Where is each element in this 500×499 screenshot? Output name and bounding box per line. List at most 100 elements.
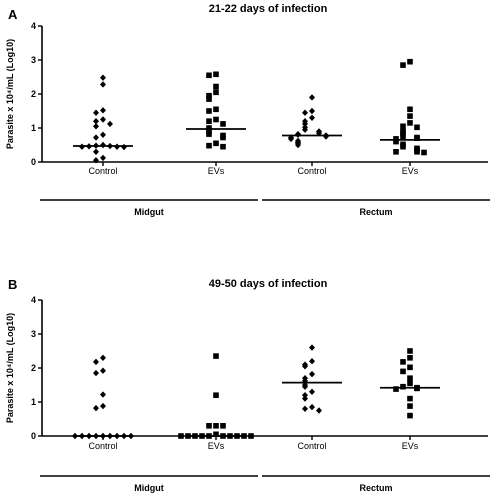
data-point-diamond (309, 403, 315, 411)
data-point-square (407, 120, 413, 126)
data-point-square (206, 72, 212, 79)
data-point-diamond (309, 344, 315, 351)
data-point-diamond (100, 402, 106, 410)
data-point-diamond (93, 404, 99, 412)
data-point-diamond (100, 107, 106, 114)
x-tick-label: EVs (402, 166, 419, 176)
data-point-diamond (93, 369, 99, 377)
data-point-diamond (288, 135, 294, 143)
chart-panel-b: B 49-50 days of infection Parasite x 10⁴/m… (5, 277, 490, 493)
data-point-square (206, 118, 212, 124)
data-point-diamond (323, 133, 329, 140)
data-point-diamond (93, 134, 99, 141)
data-point-diamond (100, 391, 106, 398)
y-tick-label: 0 (31, 157, 36, 167)
data-point-diamond (302, 392, 308, 399)
data-point-diamond (93, 123, 99, 130)
x-tick-label: EVs (402, 441, 419, 451)
data-point-square (407, 348, 413, 354)
panel-letter: B (8, 277, 17, 292)
data-point-diamond (93, 148, 99, 155)
data-point-diamond (100, 74, 106, 81)
x-tick-label: EVs (208, 441, 225, 451)
data-point-square (421, 149, 427, 156)
data-point-diamond (121, 143, 127, 151)
data-point-square (178, 433, 184, 439)
data-point-square (213, 71, 219, 78)
data-point-square (414, 124, 420, 131)
data-point-diamond (309, 388, 315, 395)
data-point-diamond (295, 141, 301, 149)
data-point-square (400, 383, 406, 390)
data-point-square (206, 92, 212, 99)
y-tick-label: 0 (31, 431, 36, 441)
x-tick-label: Control (88, 166, 117, 176)
group-label: Rectum (359, 483, 392, 493)
data-point-diamond (302, 120, 308, 128)
data-point-square (414, 149, 420, 155)
data-point-diamond (93, 157, 99, 164)
y-tick-label: 3 (31, 329, 36, 339)
data-point-square (393, 386, 399, 392)
data-point-square (206, 125, 212, 131)
data-point-square (400, 359, 406, 365)
data-point-diamond (302, 383, 308, 390)
data-point-square (206, 142, 212, 149)
data-point-diamond (316, 407, 322, 414)
data-point-square (213, 140, 219, 147)
data-point-square (400, 62, 406, 68)
data-point-square (220, 121, 226, 127)
data-point-square (220, 143, 226, 150)
data-point-diamond (302, 363, 308, 370)
data-point-square (220, 423, 226, 429)
data-point-square (213, 392, 219, 398)
data-point-square (414, 135, 420, 141)
data-point-diamond (100, 141, 106, 149)
data-point-square (407, 364, 413, 371)
data-point-square (407, 375, 413, 381)
data-point-diamond (93, 118, 99, 125)
chart-title: 21-22 days of infection (209, 3, 328, 15)
data-point-square (400, 130, 406, 136)
data-point-square (213, 106, 219, 113)
data-point-diamond (302, 405, 308, 412)
data-point-diamond (93, 109, 99, 116)
group-label: Midgut (134, 207, 164, 217)
chart-title: 49-50 days of infection (209, 278, 328, 290)
data-point-square (206, 423, 212, 429)
y-tick-label: 1 (31, 397, 36, 407)
data-point-square (213, 83, 219, 90)
group-label: Rectum (359, 207, 392, 217)
data-point-square (407, 106, 413, 113)
data-point-square (220, 134, 226, 141)
data-point-square (407, 113, 413, 119)
data-point-diamond (309, 114, 315, 121)
data-point-square (400, 143, 406, 150)
group-label: Midgut (134, 483, 164, 493)
data-point-diamond (100, 154, 106, 162)
data-point-diamond (100, 367, 106, 374)
data-point-square (213, 423, 219, 429)
y-tick-label: 4 (31, 295, 36, 305)
data-point-square (407, 380, 413, 387)
data-point-square (206, 108, 212, 114)
data-point-diamond (100, 131, 106, 138)
data-point-square (400, 123, 406, 130)
x-tick-label: EVs (208, 166, 225, 176)
data-point-square (206, 96, 212, 102)
data-point-square (400, 133, 406, 140)
data-point-square (393, 138, 399, 145)
data-point-square (213, 431, 219, 438)
data-point-diamond (100, 81, 106, 88)
data-point-diamond (302, 395, 308, 402)
y-tick-label: 3 (31, 55, 36, 65)
data-point-square (407, 58, 413, 65)
data-point-square (213, 353, 219, 359)
data-point-square (400, 368, 406, 375)
data-point-diamond (302, 126, 308, 133)
data-point-diamond (309, 94, 315, 101)
data-point-diamond (100, 354, 106, 361)
data-point-diamond (107, 120, 113, 128)
x-tick-label: Control (297, 441, 326, 451)
